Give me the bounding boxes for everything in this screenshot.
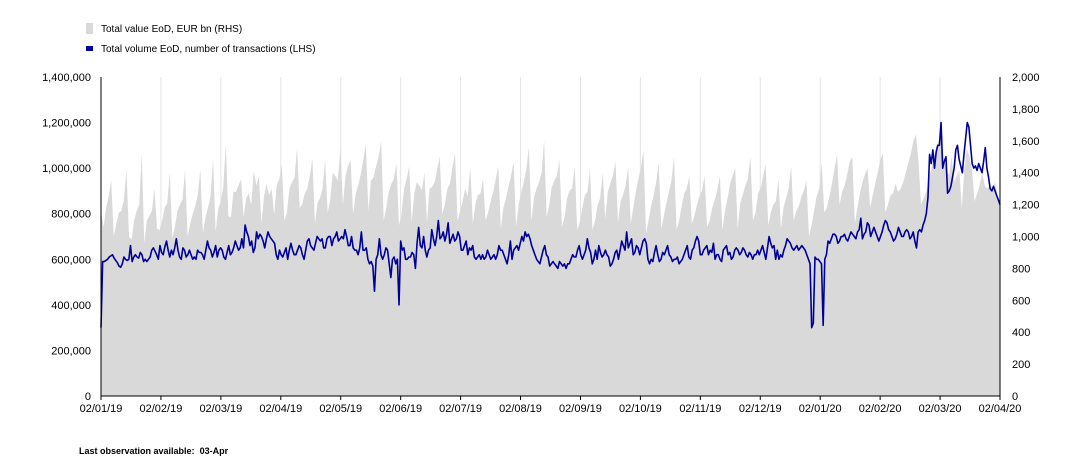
y-right-tick-label-6: 1,200 bbox=[1012, 200, 1040, 212]
x-tick-label-9: 02/10/19 bbox=[619, 403, 662, 415]
y-right-axis-ticks: 0 200 400 600 800 1,000 1,200 1,400 1,600 1,800 2,… bbox=[1012, 72, 1040, 403]
y-left-tick-label-5: 1,000,000 bbox=[42, 163, 91, 175]
y-right-tick-label-3: 600 bbox=[1012, 295, 1030, 307]
legend-swatch-value bbox=[86, 23, 93, 34]
x-tick-label-4: 02/05/19 bbox=[319, 403, 362, 415]
x-tick-label-13: 02/02/20 bbox=[859, 403, 902, 415]
x-tick-label-14: 02/03/20 bbox=[919, 403, 962, 415]
note-value: 03-Apr bbox=[199, 446, 229, 456]
y-right-tick-label-9: 1,800 bbox=[1012, 104, 1040, 116]
x-tick-label-2: 02/03/19 bbox=[199, 403, 242, 415]
y-right-tick-label-4: 800 bbox=[1012, 263, 1030, 275]
x-tick-label-15: 02/04/20 bbox=[979, 403, 1022, 415]
legend-label-value: Total value EoD, EUR bn (RHS) bbox=[101, 24, 242, 35]
y-right-tick-label-7: 1,400 bbox=[1012, 168, 1040, 180]
x-tick-label-0: 02/01/19 bbox=[80, 403, 123, 415]
legend: Total value EoD, EUR bn (RHS) Total volu… bbox=[86, 23, 316, 55]
x-tick-label-5: 02/06/19 bbox=[379, 403, 422, 415]
y-right-tick-label-1: 200 bbox=[1012, 359, 1030, 371]
x-tick-label-6: 02/07/19 bbox=[439, 403, 482, 415]
legend-swatch-volume bbox=[86, 46, 93, 51]
line-series bbox=[100, 121, 1001, 329]
note-label: Last observation available: bbox=[79, 446, 195, 456]
y-left-axis-ticks: 0 200,000 400,000 600,000 800,000 1,000,000 1,… bbox=[42, 72, 91, 403]
y-right-tick-label-2: 400 bbox=[1012, 327, 1030, 339]
x-tick-label-12: 02/01/20 bbox=[799, 403, 842, 415]
x-tick-label-11: 02/12/19 bbox=[739, 403, 782, 415]
x-axis-ticks: 02/01/19 02/02/19 02/03/19 02/04/19 02/05/19… bbox=[80, 396, 1022, 415]
y-left-tick-label-7: 1,400,000 bbox=[42, 72, 91, 84]
y-left-tick-label-2: 400,000 bbox=[51, 300, 91, 312]
y-left-tick-label-1: 200,000 bbox=[51, 345, 91, 357]
y-left-tick-label-0: 0 bbox=[85, 391, 91, 403]
y-left-tick-label-4: 800,000 bbox=[51, 209, 91, 221]
x-tick-label-7: 02/08/19 bbox=[499, 403, 542, 415]
line-volume-eod bbox=[100, 121, 1001, 329]
y-left-tick-label-3: 600,000 bbox=[51, 254, 91, 266]
y-right-tick-label-10: 2,000 bbox=[1012, 72, 1040, 84]
legend-label-volume: Total volume EoD, number of transactions… bbox=[101, 44, 316, 55]
y-left-tick-label-6: 1,200,000 bbox=[42, 118, 91, 130]
y-right-tick-label-0: 0 bbox=[1012, 391, 1018, 403]
x-tick-label-1: 02/02/19 bbox=[140, 403, 183, 415]
last-observation-note: Last observation available: 03-Apr bbox=[79, 446, 228, 456]
axes bbox=[100, 77, 1001, 397]
x-tick-label-10: 02/11/19 bbox=[679, 403, 721, 415]
x-tick-label-8: 02/09/19 bbox=[559, 403, 602, 415]
y-right-tick-label-5: 1,000 bbox=[1012, 232, 1040, 244]
y-right-tick-label-8: 1,600 bbox=[1012, 136, 1040, 148]
x-tick-label-3: 02/04/19 bbox=[259, 403, 302, 415]
